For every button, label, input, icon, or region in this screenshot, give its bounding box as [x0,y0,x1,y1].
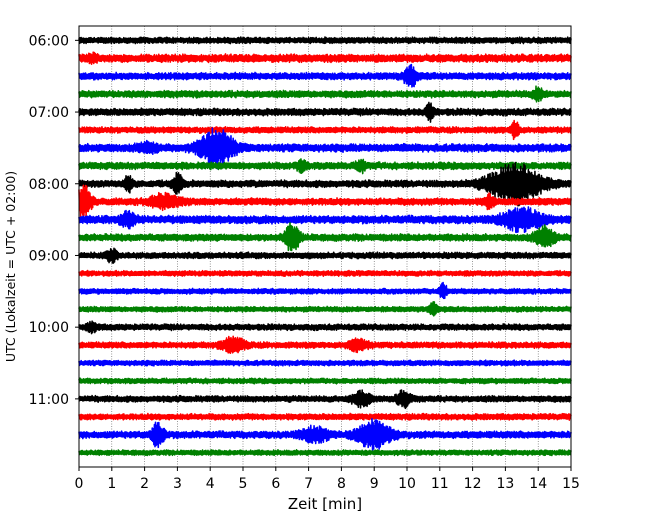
seismogram-trace [78,247,572,264]
seismogram-trace [78,119,572,141]
x-tick-label: 5 [239,476,248,492]
seismogram-trace [78,206,572,234]
seismogram-trace [78,222,572,252]
x-tick-label: 7 [304,476,313,492]
plot-frame [78,25,572,468]
x-tick-label: 1 [107,476,116,492]
seismogram-trace [78,281,572,300]
seismogram-trace [78,448,572,457]
x-tick-label: 3 [173,476,182,492]
x-tick-label: 11 [431,476,449,492]
x-tick-label: 8 [337,476,346,492]
y-axis-ticks: 06:00 07:00 08:00 09:00 10:00 11:00 [29,33,79,408]
x-tick-label: 4 [206,476,215,492]
seismogram-trace [78,389,572,410]
seismogram-trace [78,63,572,88]
y-tick-label: 07:00 [29,105,69,121]
x-tick-label: 10 [398,476,416,492]
x-tick-label: 9 [370,476,379,492]
seismogram-trace [78,85,572,103]
seismogram-trace [78,412,572,421]
seismogram-trace [78,36,572,45]
vertical-gridlines [78,26,572,467]
seismogram-trace [78,300,572,317]
x-tick-label: 6 [271,476,280,492]
x-axis-ticks: 0 1 2 3 4 5 6 7 8 9 10 11 12 13 14 15 [75,467,580,492]
y-tick-label: 10:00 [29,320,69,336]
y-tick-label: 09:00 [29,248,69,264]
seismogram-trace [78,127,572,170]
y-axis-label: UTC (Lokalzeit = UTC + 02:00) [3,171,18,362]
seismogram-trace [78,418,572,452]
seismogram-trace [78,158,572,175]
seismogram-trace [78,184,572,218]
y-tick-label: 08:00 [29,177,69,193]
y-tick-label: 06:00 [29,33,69,49]
seismogram-trace [78,101,572,123]
seismogram-trace [78,359,572,367]
y-tick-label: 11:00 [29,392,69,408]
seismogram-traces [78,36,572,457]
x-tick-label: 15 [562,476,580,492]
seismogram-trace [78,269,572,278]
seismogram-trace [78,161,572,207]
seismogram-trace [78,335,572,355]
x-axis-label: Zeit [min] [288,495,362,513]
seismogram-trace [78,320,572,335]
x-tick-label: 13 [496,476,514,492]
x-tick-label: 0 [75,476,84,492]
x-tick-label: 2 [140,476,149,492]
seismogram-trace [78,51,572,65]
seismogram-trace [78,377,572,385]
x-tick-label: 12 [464,476,482,492]
x-tick-label: 14 [529,476,547,492]
